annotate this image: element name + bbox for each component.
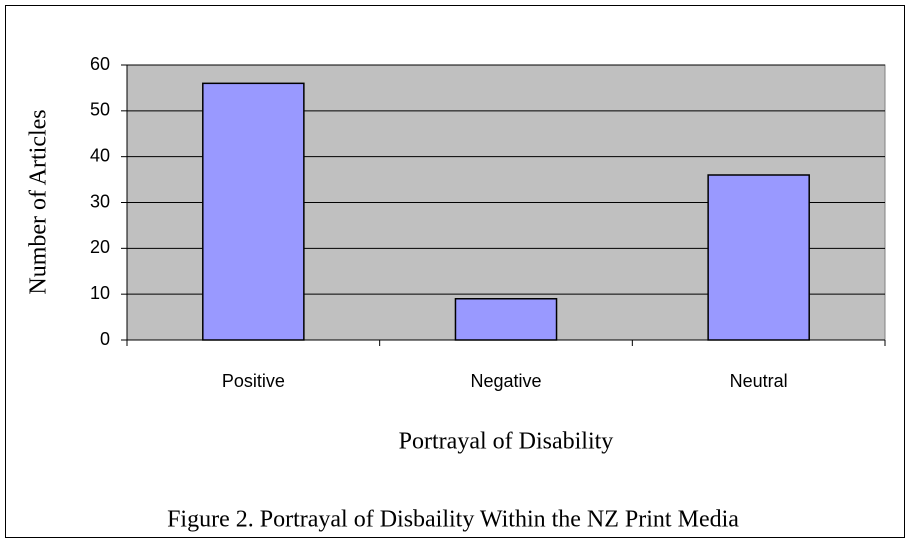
- y-tick-label: 30: [90, 191, 110, 211]
- bar: [202, 82, 305, 341]
- x-tick-label: Neutral: [730, 371, 788, 391]
- bar: [707, 174, 810, 341]
- y-tick-label: 50: [90, 100, 110, 120]
- y-axis-label-group: Number of Articles: [26, 109, 52, 294]
- y-tick-label: 20: [90, 237, 110, 257]
- y-tick-label: 0: [100, 329, 110, 349]
- y-tick-label: 60: [90, 54, 110, 74]
- y-axis-label: Number of Articles: [26, 109, 52, 294]
- bar: [454, 298, 558, 341]
- x-axis-label: Portrayal of Disability: [399, 429, 614, 455]
- x-tick-label: Positive: [222, 371, 285, 391]
- y-tick-label: 40: [90, 145, 110, 165]
- caption: Figure 2. Portrayal of Disbaility Within…: [167, 507, 739, 533]
- x-tick-label: Negative: [470, 371, 541, 391]
- y-tick-label: 10: [90, 283, 110, 303]
